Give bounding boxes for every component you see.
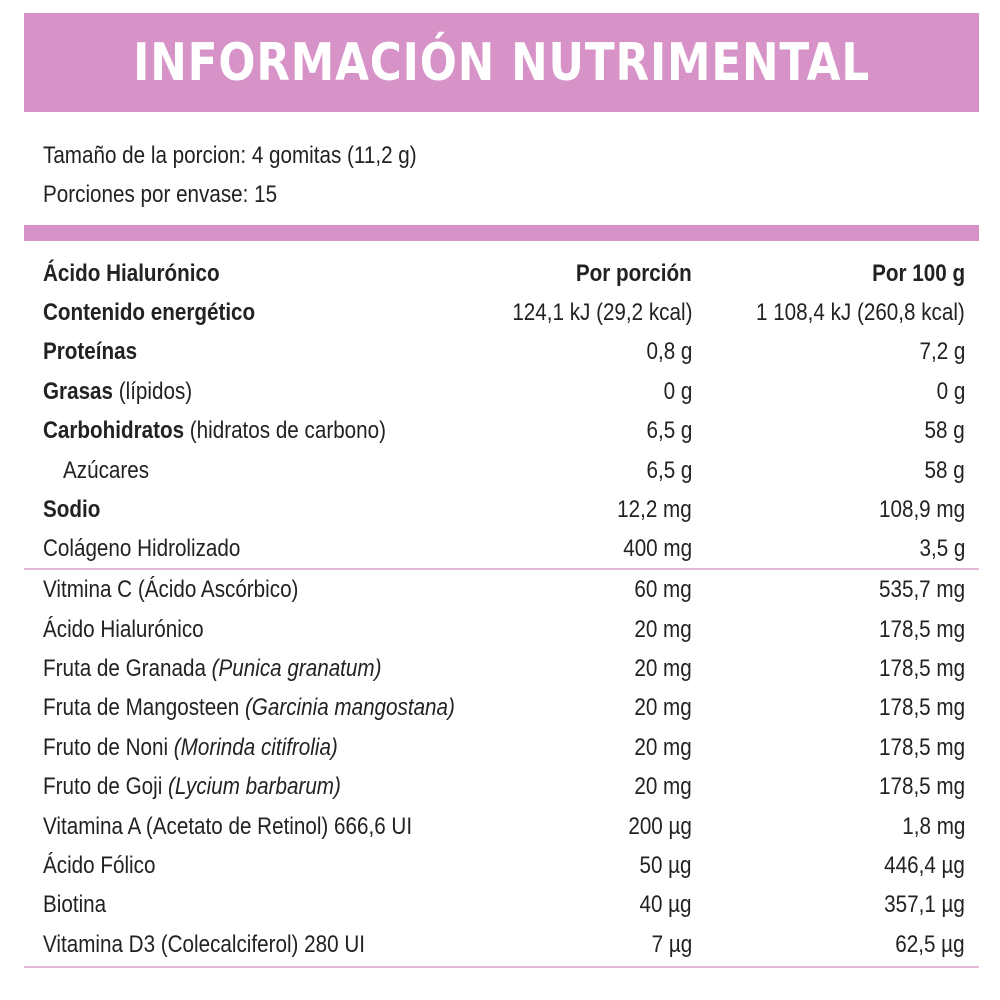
row-value-per-100g: 178,5 mg (878, 694, 965, 722)
row-value-per-serving: 20 mg (634, 733, 692, 761)
row-value-per-serving: 60 mg (634, 576, 692, 604)
row-value-per-100g: 357,1 µg (884, 891, 965, 919)
table-row-protein: Proteínas 0,8 g 7,2 g (43, 333, 965, 372)
row-value-per-serving: 124,1 kJ (29,2 kcal) (511, 299, 692, 327)
row-label: Contenido energético (43, 299, 256, 327)
row-value-per-serving: 20 mg (634, 615, 692, 643)
table-header-row: Ácido Hialurónico Por porción Por 100 g (43, 254, 965, 293)
bottom-divider (24, 966, 979, 968)
row-label-main: Grasas (43, 377, 114, 405)
row-label: Biotina (43, 891, 107, 919)
row-value-per-100g: 1,8 mg (901, 812, 965, 840)
row-label: Colágeno Hidrolizado (43, 535, 241, 563)
row-label-scientific: (Punica granatum) (211, 654, 382, 682)
row-value-per-serving: 6,5 g (646, 417, 692, 445)
row-value-per-serving: 40 µg (639, 891, 692, 919)
row-value-per-100g: 178,5 mg (878, 654, 965, 682)
row-label: Fruto de Noni (Morinda citifrolia) (43, 734, 338, 762)
row-value-per-100g: 446,4 µg (884, 851, 965, 879)
row-value-per-serving: 50 µg (639, 851, 692, 879)
serving-size-text: Tamaño de la porcion: 4 gomitas (11,2 g) (43, 142, 417, 169)
row-value-per-100g: 108,9 mg (878, 496, 965, 524)
row-value-per-100g: 7,2 g (919, 338, 965, 366)
page-title: INFORMACIÓN NUTRIMENTAL (133, 32, 870, 93)
table-row-goji: Fruto de Goji (Lycium barbarum) 20 mg 17… (43, 768, 965, 807)
table-row-noni: Fruto de Noni (Morinda citifrolia) 20 mg… (43, 728, 965, 767)
row-value-per-serving: 400 mg (623, 535, 692, 563)
row-label: Vitamina D3 (Colecalciferol) 280 UI (43, 930, 365, 958)
row-label-main: Fruta de Granada (43, 654, 212, 682)
table-row-vitamin-c: Vitmina C (Ácido Ascórbico) 60 mg 535,7 … (43, 571, 965, 610)
table-row-vitamin-a: Vitamina A (Acetato de Retinol) 666,6 UI… (43, 807, 965, 846)
row-value-per-100g: 58 g (924, 456, 965, 484)
servings-per-container-text: Porciones por envase: 15 (43, 181, 278, 208)
row-value-per-serving: 12,2 mg (617, 496, 692, 524)
table-row-carbohydrates: Carbohidratos (hidratos de carbono) 6,5 … (43, 412, 965, 451)
row-label-main: Fruta de Mangosteen (43, 694, 245, 722)
table-row-pomegranate: Fruta de Granada (Punica granatum) 20 mg… (43, 649, 965, 688)
row-value-per-100g: 62,5 µg (895, 930, 965, 958)
row-label-extra: (hidratos de carbono) (184, 417, 386, 445)
table-header-name: Ácido Hialurónico (43, 259, 220, 287)
row-label-scientific: (Garcinia mangostana) (244, 694, 455, 722)
table-row-energy: Contenido energético 124,1 kJ (29,2 kcal… (43, 293, 965, 332)
section-divider-thick (24, 225, 979, 241)
table-row-biotin: Biotina 40 µg 357,1 µg (43, 886, 965, 925)
title-banner: INFORMACIÓN NUTRIMENTAL (24, 13, 979, 112)
table-row-folic-acid: Ácido Fólico 50 µg 446,4 µg (43, 846, 965, 885)
row-value-per-serving: 20 mg (634, 773, 692, 801)
row-value-per-100g: 178,5 mg (878, 733, 965, 761)
row-value-per-100g: 0 g (936, 377, 965, 405)
table-row-fat: Grasas (lípidos) 0 g 0 g (43, 372, 965, 411)
row-label-extra: (lípidos) (113, 377, 193, 405)
row-value-per-serving: 200 µg (628, 812, 692, 840)
table-row-mangosteen: Fruta de Mangosteen (Garcinia mangostana… (43, 689, 965, 728)
table-row-collagen: Colágeno Hidrolizado 400 mg 3,5 g (43, 530, 965, 569)
row-label: Azúcares (63, 456, 150, 484)
row-label-main: Carbohidratos (43, 417, 185, 445)
table-row-hyaluronic-acid: Ácido Hialurónico 20 mg 178,5 mg (43, 610, 965, 649)
table-row-sodium: Sodio 12,2 mg 108,9 mg (43, 490, 965, 529)
row-value-per-serving: 20 mg (634, 654, 692, 682)
table-row-vitamin-d3: Vitamina D3 (Colecalciferol) 280 UI 7 µg… (43, 925, 965, 964)
column-header-per-100g: Por 100 g (872, 259, 965, 287)
section-divider-thin (24, 568, 979, 570)
row-value-per-100g: 3,5 g (919, 535, 965, 563)
row-value-per-100g: 1 108,4 kJ (260,8 kcal) (756, 299, 965, 327)
row-label: Fruto de Goji (Lycium barbarum) (43, 773, 341, 801)
row-value-per-serving: 0 g (663, 377, 692, 405)
row-label-scientific: (Lycium barbarum) (168, 773, 341, 801)
row-label: Vitamina A (Acetato de Retinol) 666,6 UI (43, 812, 413, 840)
row-label: Proteínas (43, 338, 138, 366)
column-header-per-serving: Por porción (576, 259, 692, 287)
row-label: Carbohidratos (hidratos de carbono) (43, 417, 386, 445)
row-label: Fruta de Mangosteen (Garcinia mangostana… (43, 694, 455, 722)
row-value-per-100g: 58 g (924, 417, 965, 445)
row-value-per-100g: 535,7 mg (878, 576, 965, 604)
row-label: Fruta de Granada (Punica granatum) (43, 655, 381, 683)
row-label-main: Fruto de Noni (43, 733, 174, 761)
row-value-per-serving: 7 µg (651, 930, 692, 958)
row-label-scientific: (Morinda citifrolia) (173, 733, 338, 761)
row-label: Grasas (lípidos) (43, 378, 192, 406)
row-label-main: Fruto de Goji (43, 773, 169, 801)
row-value-per-100g: 178,5 mg (878, 615, 965, 643)
row-label: Vitmina C (Ácido Ascórbico) (43, 576, 299, 604)
row-label: Sodio (43, 496, 101, 524)
row-value-per-serving: 0,8 g (646, 338, 692, 366)
row-value-per-serving: 20 mg (634, 694, 692, 722)
row-value-per-serving: 6,5 g (646, 456, 692, 484)
row-value-per-100g: 178,5 mg (878, 773, 965, 801)
table-row-sugars: Azúcares 6,5 g 58 g (43, 451, 965, 490)
row-label: Ácido Hialurónico (43, 615, 204, 643)
row-label: Ácido Fólico (43, 851, 156, 879)
